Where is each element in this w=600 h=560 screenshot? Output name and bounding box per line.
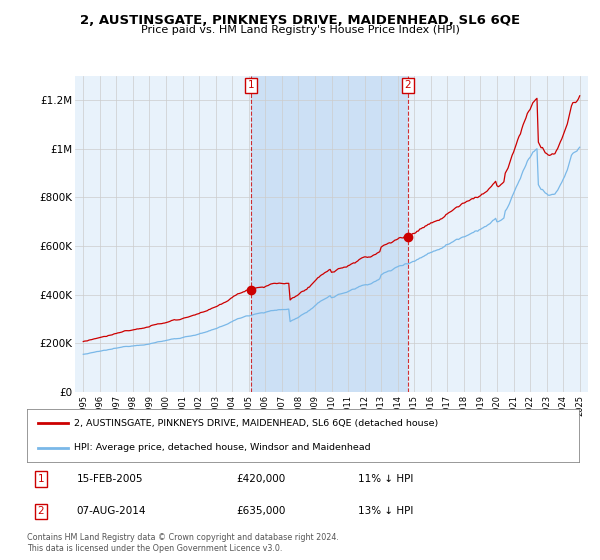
Text: 1: 1 [247, 80, 254, 90]
Text: 15-FEB-2005: 15-FEB-2005 [77, 474, 143, 484]
Text: Contains HM Land Registry data © Crown copyright and database right 2024.
This d: Contains HM Land Registry data © Crown c… [27, 533, 339, 553]
Text: 2: 2 [37, 506, 44, 516]
Text: £635,000: £635,000 [237, 506, 286, 516]
Text: 2, AUSTINSGATE, PINKNEYS DRIVE, MAIDENHEAD, SL6 6QE (detached house): 2, AUSTINSGATE, PINKNEYS DRIVE, MAIDENHE… [74, 419, 438, 428]
Text: 11% ↓ HPI: 11% ↓ HPI [358, 474, 413, 484]
Text: Price paid vs. HM Land Registry's House Price Index (HPI): Price paid vs. HM Land Registry's House … [140, 25, 460, 35]
Text: £420,000: £420,000 [237, 474, 286, 484]
Text: 2: 2 [404, 80, 411, 90]
Text: 1: 1 [37, 474, 44, 484]
Text: 07-AUG-2014: 07-AUG-2014 [77, 506, 146, 516]
Bar [251, 76, 407, 392]
Text: 2, AUSTINSGATE, PINKNEYS DRIVE, MAIDENHEAD, SL6 6QE: 2, AUSTINSGATE, PINKNEYS DRIVE, MAIDENHE… [80, 14, 520, 27]
Text: HPI: Average price, detached house, Windsor and Maidenhead: HPI: Average price, detached house, Wind… [74, 443, 371, 452]
Text: 13% ↓ HPI: 13% ↓ HPI [358, 506, 413, 516]
